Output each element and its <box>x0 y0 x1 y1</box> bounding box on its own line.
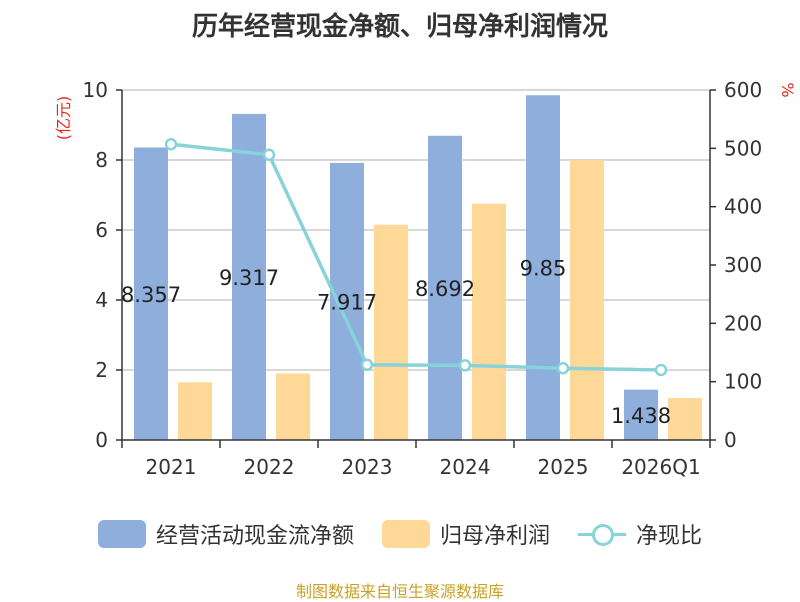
legend-label-cash: 经营活动现金流净额 <box>155 524 354 549</box>
left-tick-label: 4 <box>95 288 108 312</box>
legend-label-profit: 归母净利润 <box>439 524 550 549</box>
legend-swatch-cash <box>97 520 146 548</box>
bar-profit-2022 <box>276 373 310 440</box>
ratio-point-2024 <box>458 359 472 372</box>
bar-profit-2026Q1 <box>668 398 702 440</box>
data-label-cash-2023: 7.917 <box>317 290 377 314</box>
bar-profit-2023 <box>374 224 408 440</box>
data-label-cash-2026Q1: 1.438 <box>611 404 671 428</box>
right-axis-unit: % <box>778 82 797 97</box>
x-category-label: 2026Q1 <box>621 455 700 479</box>
left-tick-label: 6 <box>95 218 108 242</box>
ratio-point-2021 <box>164 138 178 151</box>
bar-cash-2025 <box>526 95 560 440</box>
bar-profit-2024 <box>472 203 506 440</box>
legend-swatch-profit <box>381 520 430 548</box>
legend-line-ratio-icon <box>578 520 626 548</box>
left-tick-label: 0 <box>95 428 108 452</box>
legend-item-profit[interactable]: 归母净利润 <box>381 518 550 550</box>
bar-cash-2021 <box>134 147 168 440</box>
right-tick-label: 200 <box>724 311 762 335</box>
legend-label-ratio: 净现比 <box>636 524 703 549</box>
x-category-label: 2025 <box>538 455 589 479</box>
x-category-label: 2024 <box>440 455 491 479</box>
left-tick-label: 10 <box>83 78 108 102</box>
bar-cash-2026Q1 <box>624 389 658 440</box>
data-label-cash-2025: 9.85 <box>520 257 567 281</box>
data-labels: 8.357 9.317 7.917 8.692 9.85 1.438 <box>121 257 671 428</box>
right-tick-label: 300 <box>724 253 762 277</box>
grid-lines <box>122 89 710 371</box>
legend: 经营活动现金流净额 归母净利润 净现比 <box>0 518 800 550</box>
data-label-cash-2022: 9.317 <box>219 266 279 290</box>
x-category-label: 2022 <box>244 455 295 479</box>
right-tick-label: 0 <box>724 428 737 452</box>
right-tick-label: 400 <box>724 195 762 219</box>
data-label-cash-2021: 8.357 <box>121 283 181 307</box>
bar-series <box>134 95 702 440</box>
ratio-point-2025 <box>556 362 570 375</box>
ratio-point-2023 <box>360 358 374 371</box>
x-category-label: 2021 <box>146 455 197 479</box>
x-category-label: 2023 <box>342 455 393 479</box>
data-label-cash-2024: 8.692 <box>415 277 475 301</box>
left-tick-label: 2 <box>95 358 108 382</box>
chart-title: 历年经营现金净额、归母净利润情况 <box>191 12 608 42</box>
legend-item-ratio[interactable]: 净现比 <box>578 518 702 550</box>
left-tick-label: 8 <box>95 148 108 172</box>
legend-item-cash[interactable]: 经营活动现金流净额 <box>97 518 354 550</box>
bar-cash-2024 <box>428 135 462 440</box>
bar-profit-2021 <box>178 382 212 440</box>
source-note: 制图数据来自恒生聚源数据库 <box>295 582 504 601</box>
right-tick-label: 100 <box>724 370 762 394</box>
left-axis-unit: (亿元) <box>54 96 73 141</box>
bar-profit-2025 <box>570 160 604 440</box>
ratio-line <box>170 142 662 372</box>
right-tick-label: 600 <box>724 78 762 102</box>
ratio-line-series <box>164 138 668 377</box>
ratio-point-2022 <box>262 148 276 161</box>
ratio-point-2026Q1 <box>654 363 668 377</box>
bar-cash-2022 <box>232 113 266 440</box>
right-tick-label: 500 <box>724 136 762 160</box>
